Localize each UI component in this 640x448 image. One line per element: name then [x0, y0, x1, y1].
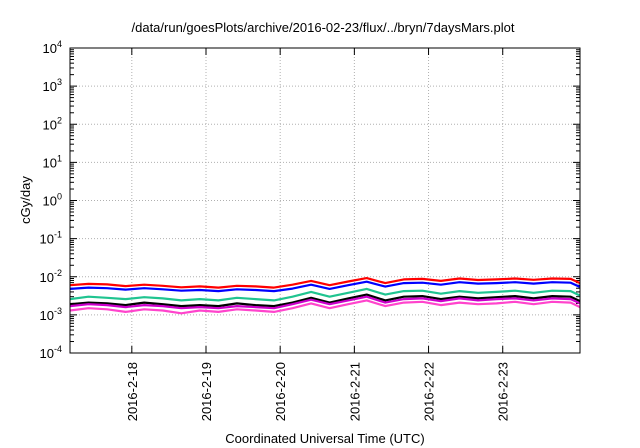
chart-title: /data/run/goesPlots/archive/2016-02-23/f…: [132, 20, 515, 35]
data-series: [69, 277, 581, 315]
x-tick-labels: 2016-2-18 2016-2-19 2016-2-20 2016-2-21 2016…: [125, 362, 511, 421]
y-tick-label: 10-4: [40, 344, 62, 361]
axis-ticks: [70, 47, 580, 354]
plot-area-border: [69, 47, 581, 354]
x-tick-label: 2016-2-19: [199, 362, 214, 421]
series-line-4: [69, 293, 581, 308]
series-line-1: [69, 277, 581, 289]
x-tick-label: 2016-2-22: [422, 362, 437, 421]
y-tick-label: 103: [43, 77, 62, 94]
series-line-3: [69, 287, 581, 302]
x-tick-label: 2016-2-23: [496, 362, 511, 421]
y-tick-labels: 10-4 10-3 10-2 10-1 100 101 102 103 104: [40, 39, 62, 361]
grid-lines: [70, 48, 580, 353]
y-tick-label: 104: [43, 39, 62, 56]
y-tick-label: 10-2: [40, 268, 62, 285]
x-tick-label: 2016-2-20: [273, 362, 288, 421]
series-line-6: [69, 299, 581, 315]
series-line-2: [69, 280, 581, 293]
y-tick-label: 10-3: [40, 306, 62, 323]
x-tick-label: 2016-2-21: [347, 362, 362, 421]
x-axis-label: Coordinated Universal Time (UTC): [225, 431, 424, 446]
y-tick-label: 100: [43, 192, 62, 209]
y-tick-label: 102: [43, 115, 62, 132]
y-axis-label: cGy/day: [18, 176, 33, 224]
series-line-5: [69, 295, 581, 310]
y-tick-label: 10-1: [40, 230, 62, 247]
x-tick-label: 2016-2-18: [125, 362, 140, 421]
y-tick-label: 101: [43, 153, 62, 170]
